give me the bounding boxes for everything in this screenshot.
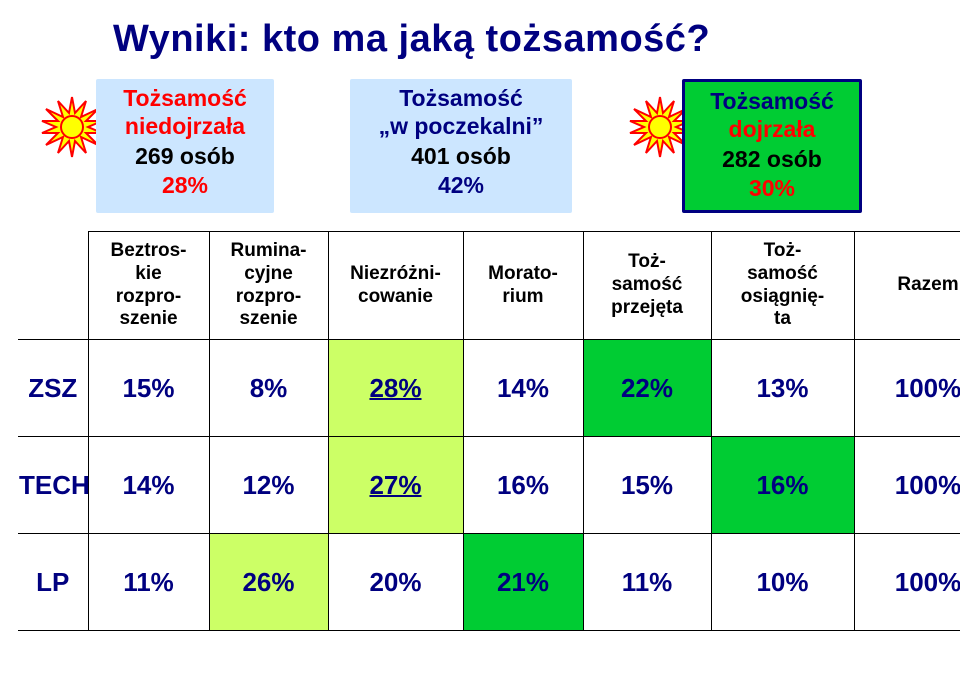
ident-line: Tożsamość [102, 85, 268, 113]
sun-shape [630, 97, 690, 157]
data-cell: 8% [209, 340, 328, 437]
data-cell: 100% [854, 437, 960, 534]
data-cell: 16% [711, 437, 854, 534]
header-blank [18, 232, 88, 340]
ident-line: 28% [102, 171, 268, 200]
data-cell: 28% [328, 340, 463, 437]
sun-shape [42, 97, 102, 157]
row-label: TECH [18, 437, 88, 534]
ident-line: 42% [356, 171, 566, 200]
data-cell: 27% [328, 437, 463, 534]
table-body: ZSZ15%8%28%14%22%13%100%TECH14%12%27%16%… [18, 340, 960, 631]
data-cell: 100% [854, 340, 960, 437]
col-header: Morato-rium [463, 232, 583, 340]
col-header: Razem [854, 232, 960, 340]
data-cell: 16% [463, 437, 583, 534]
row-label: ZSZ [18, 340, 88, 437]
identity-box-poczekalnia: Tożsamość „w poczekalni” 401 osób 42% [350, 79, 572, 213]
col-header: Beztros-kierozpro-szenie [88, 232, 209, 340]
col-header: Toż-samośćprzejęta [583, 232, 711, 340]
data-cell: 13% [711, 340, 854, 437]
table-head: Beztros-kierozpro-szenie Rumina-cyjneroz… [18, 232, 960, 340]
data-cell: 15% [583, 437, 711, 534]
identity-box-dojrzala: Tożsamość dojrzała 282 osób 30% [682, 79, 862, 213]
ident-line: 30% [691, 174, 853, 203]
data-cell: 21% [463, 534, 583, 631]
ident-line: 282 osób [691, 145, 853, 174]
ident-line: „w poczekalni” [356, 113, 566, 141]
table-row: LP11%26%20%21%11%10%100% [18, 534, 960, 631]
table-row: ZSZ15%8%28%14%22%13%100% [18, 340, 960, 437]
ident-line: 269 osób [102, 142, 268, 171]
page-title: Wyniki: kto ma jaką tożsamość? [113, 18, 938, 61]
ident-line: niedojrzała [102, 113, 268, 141]
table-row: TECH14%12%27%16%15%16%100% [18, 437, 960, 534]
data-cell: 11% [583, 534, 711, 631]
identity-summary-row: Tożsamość niedojrzała 269 osób 28% Tożsa… [20, 79, 938, 237]
data-cell: 11% [88, 534, 209, 631]
data-cell: 14% [88, 437, 209, 534]
header-row: Beztros-kierozpro-szenie Rumina-cyjneroz… [18, 232, 960, 340]
data-cell: 15% [88, 340, 209, 437]
sun-icon [40, 95, 104, 159]
col-header: Rumina-cyjnerozpro-szenie [209, 232, 328, 340]
ident-line: Tożsamość [356, 85, 566, 113]
results-table: Beztros-kierozpro-szenie Rumina-cyjneroz… [18, 231, 960, 631]
row-label: LP [18, 534, 88, 631]
col-header: Niezróżni-cowanie [328, 232, 463, 340]
data-cell: 20% [328, 534, 463, 631]
col-header: Toż-samośćosiągnię-ta [711, 232, 854, 340]
data-cell: 100% [854, 534, 960, 631]
data-cell: 22% [583, 340, 711, 437]
ident-line: dojrzała [691, 116, 853, 144]
page: Wyniki: kto ma jaką tożsamość? Tożsamoś [0, 0, 960, 687]
ident-line: 401 osób [356, 142, 566, 171]
data-cell: 14% [463, 340, 583, 437]
ident-line: Tożsamość [691, 88, 853, 116]
data-cell: 12% [209, 437, 328, 534]
data-cell: 26% [209, 534, 328, 631]
identity-box-niedojrzala: Tożsamość niedojrzała 269 osób 28% [96, 79, 274, 213]
data-cell: 10% [711, 534, 854, 631]
